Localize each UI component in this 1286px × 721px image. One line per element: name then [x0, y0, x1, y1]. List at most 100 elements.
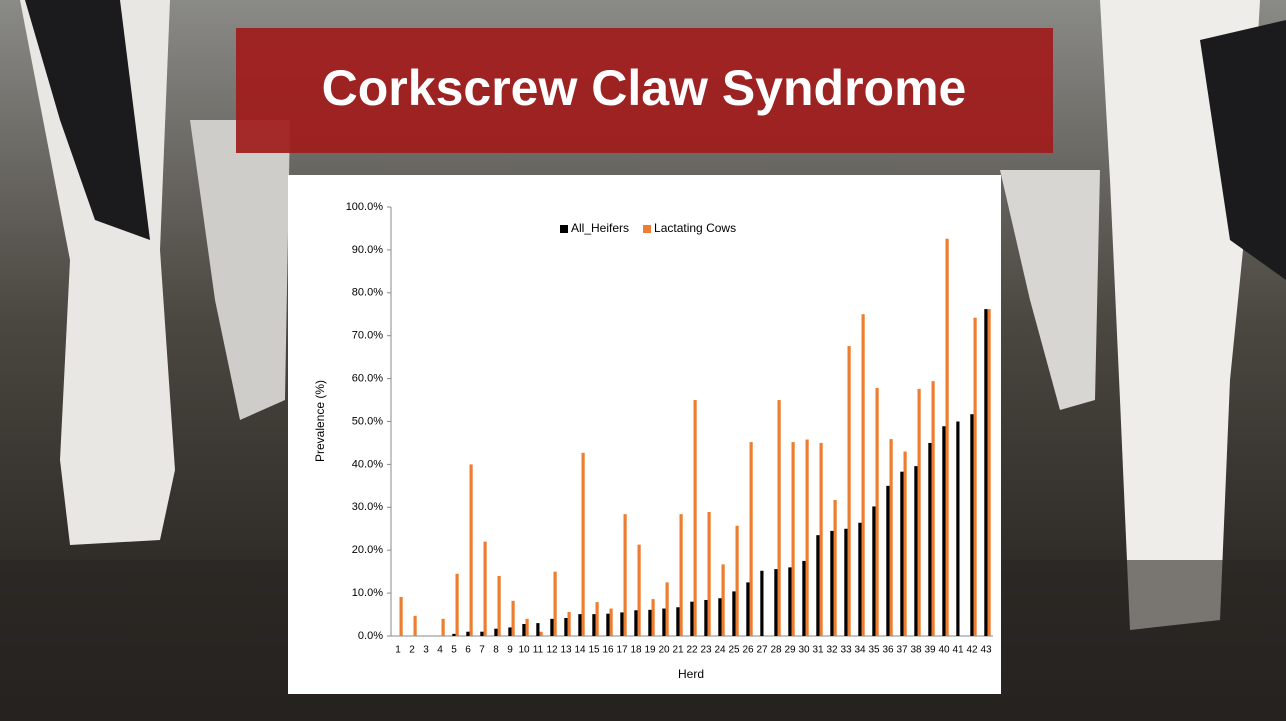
- bar: [805, 439, 809, 636]
- bar: [690, 601, 694, 636]
- x-tick-label: 5: [451, 645, 457, 656]
- bar: [662, 608, 666, 636]
- x-tick-label: 3: [423, 645, 429, 656]
- bar: [861, 314, 865, 636]
- x-tick-label: 13: [560, 645, 572, 656]
- bar: [693, 400, 697, 636]
- bar: [987, 309, 991, 636]
- y-tick-label: 40.0%: [352, 458, 383, 470]
- bar: [917, 388, 921, 636]
- bar: [441, 618, 445, 636]
- bar: [830, 530, 834, 636]
- bar: [872, 506, 876, 636]
- x-tick-label: 32: [826, 645, 838, 656]
- bar: [970, 414, 974, 636]
- x-tick-label: 28: [770, 645, 782, 656]
- x-tick-label: 14: [574, 645, 586, 656]
- x-tick-label: 35: [868, 645, 880, 656]
- x-tick-label: 27: [756, 645, 768, 656]
- bar: [606, 613, 610, 636]
- bar: [494, 628, 498, 636]
- bar: [833, 500, 837, 636]
- bar: [539, 631, 543, 636]
- legend-swatch: [643, 225, 652, 233]
- bar: [914, 466, 918, 636]
- x-tick-label: 10: [518, 645, 530, 656]
- y-tick-label: 60.0%: [352, 373, 383, 385]
- bar: [536, 623, 540, 636]
- x-tick-label: 29: [784, 645, 796, 656]
- bar: [525, 618, 529, 636]
- bar: [886, 485, 890, 636]
- x-tick-label: 34: [854, 645, 866, 656]
- bar: [732, 591, 736, 636]
- bar: [704, 599, 708, 636]
- bar: [819, 442, 823, 636]
- bar: [553, 571, 557, 636]
- bar: [942, 426, 946, 636]
- bar: [483, 541, 487, 636]
- bar: [665, 582, 669, 636]
- x-tick-label: 7: [479, 645, 485, 656]
- x-tick-label: 17: [616, 645, 628, 656]
- bar: [721, 564, 725, 636]
- chart-panel: [288, 175, 1001, 694]
- bar: [469, 464, 473, 636]
- x-tick-label: 40: [938, 645, 950, 656]
- x-tick-label: 8: [493, 645, 499, 656]
- x-tick-label: 39: [924, 645, 936, 656]
- x-tick-label: 16: [602, 645, 614, 656]
- bar: [928, 442, 932, 636]
- bar: [637, 544, 641, 636]
- bar: [399, 596, 403, 636]
- bar: [466, 631, 470, 636]
- x-tick-label: 42: [966, 645, 978, 656]
- x-tick-label: 31: [812, 645, 824, 656]
- bar: [875, 388, 879, 636]
- x-tick-label: 26: [742, 645, 754, 656]
- legend-label: Lactating Cows: [654, 221, 736, 235]
- x-tick-label: 18: [630, 645, 642, 656]
- bar: [567, 611, 571, 636]
- legend-swatch: [560, 225, 568, 233]
- x-tick-label: 36: [882, 645, 894, 656]
- bar: [903, 451, 907, 636]
- bar: [550, 618, 554, 636]
- bar: [735, 525, 739, 636]
- x-tick-label: 25: [728, 645, 740, 656]
- bar: [595, 602, 599, 636]
- bar: [816, 535, 820, 636]
- bar: [707, 512, 711, 636]
- y-tick-label: 80.0%: [352, 287, 383, 299]
- bar: [774, 569, 778, 636]
- bar: [564, 617, 568, 636]
- x-tick-label: 12: [546, 645, 558, 656]
- y-tick-label: 10.0%: [352, 587, 383, 599]
- y-tick-label: 50.0%: [352, 415, 383, 427]
- x-axis-title: Herd: [678, 667, 704, 681]
- bar: [511, 600, 515, 636]
- x-tick-label: 33: [840, 645, 852, 656]
- legend-label: All_Heifers: [571, 221, 629, 235]
- bar: [497, 575, 501, 636]
- y-tick-label: 90.0%: [352, 244, 383, 256]
- y-tick-label: 20.0%: [352, 544, 383, 556]
- bar: [844, 528, 848, 636]
- x-tick-label: 19: [644, 645, 656, 656]
- bar: [620, 612, 624, 636]
- x-tick-label: 24: [714, 645, 726, 656]
- bar: [858, 522, 862, 636]
- y-tick-label: 70.0%: [352, 330, 383, 342]
- bar: [623, 514, 627, 636]
- bar: [676, 607, 680, 636]
- bar: [651, 599, 655, 636]
- bar: [581, 452, 585, 636]
- bar: [788, 567, 792, 636]
- x-tick-label: 1: [395, 645, 401, 656]
- x-tick-label: 20: [658, 645, 670, 656]
- x-tick-label: 38: [910, 645, 922, 656]
- x-tick-label: 2: [409, 645, 415, 656]
- x-tick-label: 11: [533, 645, 544, 656]
- bar: [679, 514, 683, 636]
